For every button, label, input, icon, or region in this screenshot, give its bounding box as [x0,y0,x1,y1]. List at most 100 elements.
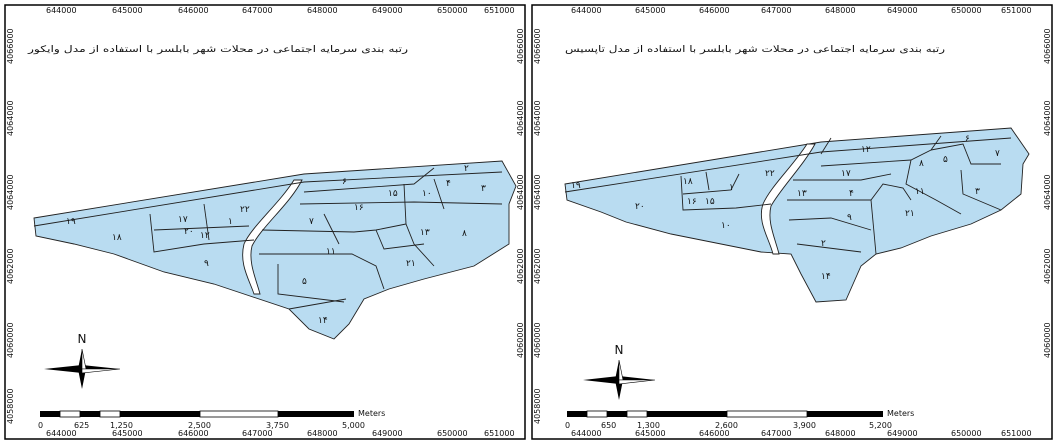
x-tick-label: 644000 [571,429,602,438]
scale-label: 0 [565,421,570,430]
region-label: ۱۱ [326,247,336,257]
region-label: ۲۰ [635,202,645,212]
map-title: رتبه بندی سرمایه اجتماعی در محلات شهر با… [27,45,408,55]
region-label: ۱۳ [797,189,807,199]
region-label: ۹ [847,213,852,223]
x-tick-label: 650000 [951,429,982,438]
scale-label: 0 [38,421,43,430]
region-label: ۱۹ [571,181,581,191]
y-tick-label: 4064000 [516,174,525,210]
north-arrow: N [583,343,656,400]
x-tick-label: 651000 [484,6,515,15]
scale-unit: Meters [358,409,385,418]
region-label: ۲۱ [905,209,915,219]
region-label: ۸ [919,159,924,169]
x-axis-bottom: 644000 645000 646000 647000 648000 64900… [571,429,1032,438]
x-tick-label: 646000 [178,6,209,15]
y-tick-label: 4062000 [6,248,15,284]
x-tick-label: 649000 [887,6,918,15]
x-axis-top: 644000 645000 646000 647000 648000 64900… [46,6,515,15]
x-tick-label: 650000 [951,6,982,15]
scale-unit: Meters [887,409,914,418]
region-label: ۱۱ [915,187,925,197]
map-frame [4,4,526,440]
x-tick-label: 644000 [46,6,77,15]
x-tick-label: 647000 [761,429,792,438]
x-tick-label: 649000 [887,429,918,438]
y-tick-label: 4062000 [533,248,542,284]
region-label: ۳ [481,184,486,194]
scale-label: 3,750 [266,421,289,430]
scale-label: 2,500 [188,421,211,430]
region-label: ۲۰ [184,227,194,237]
map-title: رتبه بندی سرمایه اجتماعی در محلات شهر با… [565,45,945,55]
x-tick-label: 651000 [1001,6,1032,15]
x-tick-label: 648000 [825,429,856,438]
scale-label: 1,250 [110,421,133,430]
region-label: ۲ [464,164,469,174]
map-frame [531,4,1053,440]
x-tick-label: 644000 [571,6,602,15]
y-tick-label: 4064000 [1043,100,1052,136]
y-tick-label: 4064000 [6,100,15,136]
x-tick-label: 646000 [178,429,209,438]
region-label: ۱۷ [841,169,851,179]
north-arrow: N [44,332,121,389]
map-panel-vikor: 644000 645000 646000 647000 648000 64900… [4,4,526,440]
y-tick-label: 4060000 [1043,322,1052,358]
x-tick-label: 645000 [112,6,143,15]
region-label: ۱۰ [721,221,731,231]
x-tick-label: 650000 [437,6,468,15]
region-label: ۱۲ [200,231,210,241]
region-labels: ۶ ۷ ۱۲ ۸ ۵ ۲۲ ۱۷ ۱۸ ۱ ۱۹ ۱۱ ۳ ۱۶ ۱۵ ۱۳ ۴… [571,134,1000,282]
x-tick-label: 644000 [46,429,77,438]
y-axis-right: 4066000 4064000 4064000 4062000 4060000 [1043,28,1052,358]
region-label: ۱۰ [422,189,432,199]
region-label: ۲۲ [765,169,775,179]
region-label: ۴ [849,189,854,199]
north-label: N [78,332,87,346]
region-label: ۱۸ [683,177,693,187]
region-label: ۲۱ [406,259,416,269]
region-label: ۱۶ [687,197,697,207]
y-tick-label: 4066000 [533,28,542,64]
region-label: ۵ [943,155,948,165]
y-axis-left: 4066000 4064000 4064000 4062000 4060000 … [6,28,15,424]
x-tick-label: 649000 [372,6,403,15]
x-tick-label: 649000 [372,429,403,438]
x-tick-label: 648000 [307,6,338,15]
y-tick-label: 4064000 [533,100,542,136]
y-tick-label: 4058000 [6,388,15,424]
region-labels: ۲ ۳ ۴ ۱۵ ۱۰ ۱۶ ۷ ۲۲ ۱ ۱۷ ۲۰ ۱۲ ۱۹ ۱۸ ۶ ۱… [66,164,486,326]
x-tick-label: 647000 [242,6,273,15]
region-label: ۹ [204,259,209,269]
x-tick-label: 650000 [437,429,468,438]
x-tick-label: 645000 [112,429,143,438]
y-tick-label: 4066000 [6,28,15,64]
region-label: ۲ [821,239,826,249]
city-boundary [564,127,1030,303]
y-tick-label: 4066000 [1043,28,1052,64]
x-tick-label: 645000 [635,429,666,438]
y-tick-label: 4064000 [516,100,525,136]
neighborhood-map [564,127,1030,303]
scale-label: 625 [74,421,89,430]
region-label: ۱۵ [388,189,398,199]
region-label: ۵ [302,277,307,287]
y-tick-label: 4064000 [533,174,542,210]
y-tick-label: 4060000 [533,322,542,358]
x-axis-bottom: 644000 645000 646000 647000 648000 64900… [46,429,515,438]
x-tick-label: 646000 [699,429,730,438]
x-tick-label: 647000 [242,429,273,438]
y-axis-left: 4066000 4064000 4064000 4062000 4060000 … [533,28,542,424]
scale-bar: Meters 0 650 1,300 2,600 3,900 5,200 [565,409,914,430]
neighborhood-map [33,160,517,340]
y-tick-label: 4062000 [1043,248,1052,284]
region-label: ۳ [975,187,980,197]
region-label: ۴ [446,179,451,189]
region-label: ۱ [729,183,734,193]
region-label: ۱ [228,217,233,227]
x-tick-label: 646000 [699,6,730,15]
x-tick-label: 645000 [635,6,666,15]
region-label: ۸ [462,229,467,239]
